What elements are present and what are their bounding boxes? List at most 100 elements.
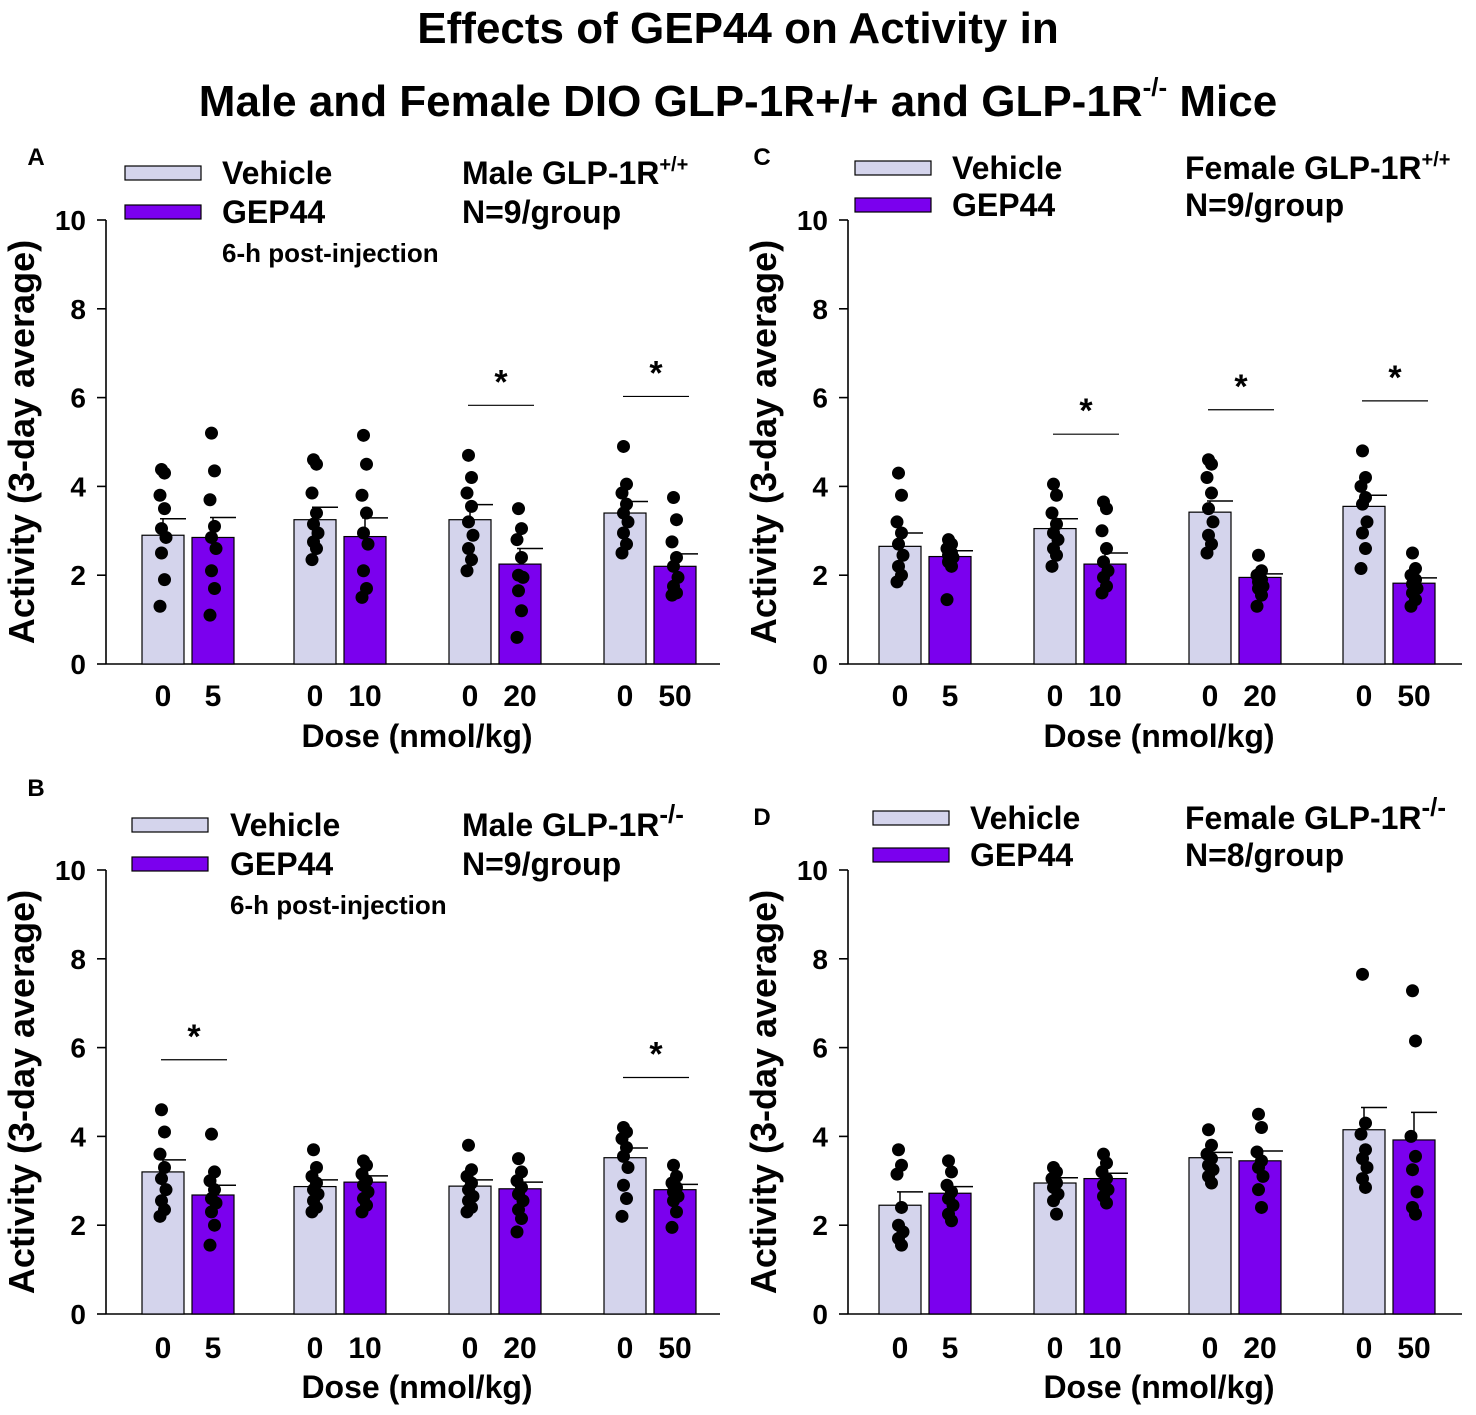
legend-label-gep44: GEP44 <box>970 837 1073 873</box>
significance-star: * <box>1079 392 1093 430</box>
data-point <box>667 1194 680 1207</box>
data-point <box>1050 1208 1063 1221</box>
panel-label: A <box>27 144 44 171</box>
x-tick-label: 50 <box>1397 680 1430 713</box>
x-tick-label: 5 <box>942 1332 959 1365</box>
legend-swatch-vehicle <box>855 161 931 175</box>
data-point <box>515 522 528 535</box>
time-note: 6-h post-injection <box>230 890 447 920</box>
significance-star: * <box>1234 368 1248 406</box>
data-point <box>158 573 171 586</box>
data-point <box>892 467 905 480</box>
group-label-sup: -/- <box>1422 792 1447 822</box>
data-point <box>461 487 474 500</box>
data-point <box>1252 549 1265 562</box>
data-point <box>620 1192 633 1205</box>
data-point <box>205 531 218 544</box>
data-point <box>1205 487 1218 500</box>
x-tick-label: 0 <box>155 680 172 713</box>
legend-swatch-gep44 <box>125 205 201 219</box>
group-label: Female GLP-1R+/+ <box>1185 149 1450 186</box>
significance-star: * <box>187 1018 201 1056</box>
y-tick-label: 6 <box>812 383 828 414</box>
chart-canvas: A0246810Activity (3-day average)Dose (nm… <box>0 0 1476 1415</box>
legend-swatch-gep44 <box>132 857 208 871</box>
data-point <box>462 515 475 528</box>
data-point <box>891 1168 904 1181</box>
data-point <box>1409 1208 1422 1221</box>
data-point <box>155 547 168 560</box>
data-point <box>1046 507 1059 520</box>
data-point <box>1355 480 1368 493</box>
y-tick-label: 4 <box>70 471 86 502</box>
data-point <box>670 1205 683 1218</box>
data-point <box>666 535 679 548</box>
y-tick-label: 8 <box>812 944 828 975</box>
data-point <box>1406 1163 1419 1176</box>
data-point <box>1201 547 1214 560</box>
data-point <box>356 489 369 502</box>
data-point <box>1201 471 1214 484</box>
data-point <box>622 515 635 528</box>
y-tick-label: 10 <box>797 205 828 236</box>
group-label-sup: +/+ <box>1422 149 1451 171</box>
group-label: Female GLP-1R-/- <box>1185 792 1446 836</box>
y-tick-label: 4 <box>70 1121 86 1152</box>
y-tick-label: 8 <box>812 294 828 325</box>
y-tick-label: 0 <box>812 649 828 680</box>
y-tick-label: 8 <box>70 294 86 325</box>
data-point <box>160 1183 173 1196</box>
y-axis-label: Activity (3-day average) <box>743 240 784 644</box>
legend-swatch-gep44 <box>873 848 949 862</box>
legend-label-vehicle: Vehicle <box>952 150 1062 186</box>
data-point <box>942 1154 955 1167</box>
y-tick-label: 2 <box>70 560 86 591</box>
data-point <box>1255 1201 1268 1214</box>
data-point <box>622 1161 635 1174</box>
data-point <box>617 440 630 453</box>
data-point <box>891 575 904 588</box>
data-point <box>895 527 908 540</box>
data-point <box>1409 1034 1422 1047</box>
panel-label: C <box>753 144 770 171</box>
data-point <box>357 429 370 442</box>
data-point <box>154 1210 167 1223</box>
data-point <box>515 604 528 617</box>
y-tick-label: 10 <box>55 855 86 886</box>
data-point <box>1096 586 1109 599</box>
data-point <box>891 515 904 528</box>
data-point <box>205 1128 218 1141</box>
x-tick-label: 0 <box>1356 680 1373 713</box>
data-point <box>465 500 478 513</box>
data-point <box>208 582 221 595</box>
data-point <box>1406 547 1419 560</box>
data-point <box>1205 458 1218 471</box>
data-point <box>158 502 171 515</box>
bar-gep44 <box>929 557 971 664</box>
data-point <box>1255 1121 1268 1134</box>
data-point <box>1050 549 1063 562</box>
data-point <box>1355 1128 1368 1141</box>
legend-label-vehicle: Vehicle <box>222 155 332 191</box>
y-tick-label: 2 <box>812 1210 828 1241</box>
bar-gep44 <box>192 537 234 664</box>
y-axis-label: Activity (3-day average) <box>743 890 784 1294</box>
y-tick-label: 8 <box>70 944 86 975</box>
data-point <box>204 1239 217 1252</box>
data-point <box>895 1239 908 1252</box>
y-tick-label: 2 <box>812 560 828 591</box>
data-point <box>616 547 629 560</box>
data-point <box>154 489 167 502</box>
data-point <box>461 1205 474 1218</box>
panel-b: B 0 2 4 6 8 10 Activity (3-day average) Dose (nm… <box>1 775 720 1405</box>
x-tick-label: 0 <box>307 1332 324 1365</box>
data-point <box>462 449 475 462</box>
x-tick-label: 0 <box>307 680 324 713</box>
data-point <box>897 549 910 562</box>
significance-star: * <box>649 1036 663 1074</box>
data-point <box>155 1103 168 1116</box>
data-point <box>512 502 525 515</box>
data-point <box>895 489 908 502</box>
x-tick-label: 50 <box>1397 1332 1430 1365</box>
panel-c: C 0 2 4 6 8 10 Activity (3-day average) Dose (nm… <box>743 144 1462 754</box>
